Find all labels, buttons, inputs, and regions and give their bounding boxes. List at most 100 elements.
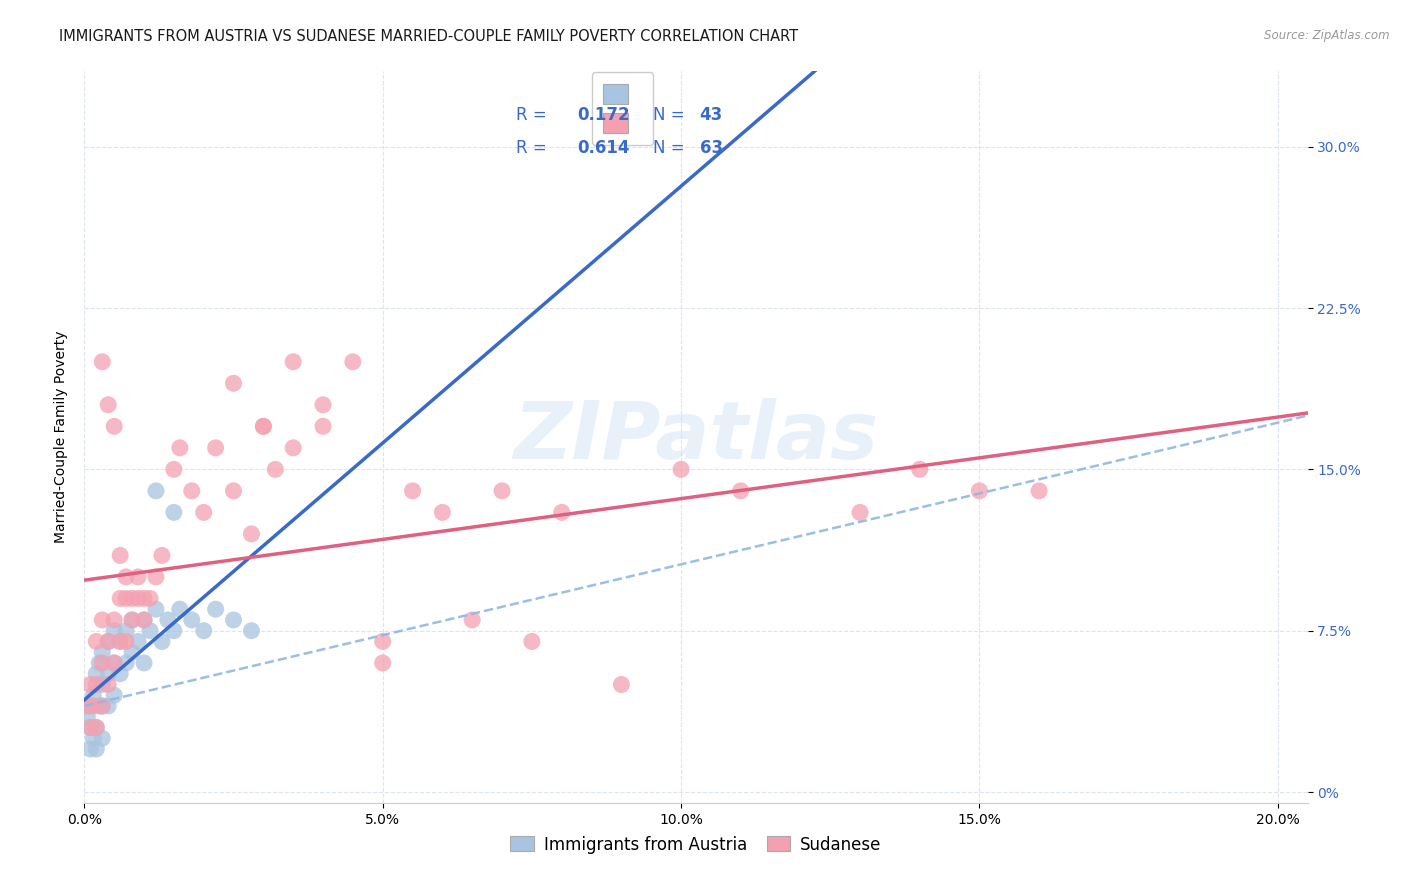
Point (108, 634, 131, 648)
Point (371, 634, 394, 648)
Point (82, 688, 104, 702)
Legend: Immigrants from Austria, Sudanese: Immigrants from Austria, Sudanese (503, 829, 889, 860)
Text: R =: R = (516, 106, 553, 124)
Point (222, 483, 245, 498)
Point (82, 698, 104, 713)
Point (91, 731, 114, 746)
Point (103, 624, 125, 638)
Point (103, 688, 125, 702)
Point (132, 591, 155, 606)
Text: 0.172: 0.172 (578, 106, 630, 124)
Point (84, 666, 107, 681)
Point (551, 505, 574, 519)
Point (132, 613, 155, 627)
Point (79, 721, 101, 735)
Point (91, 355, 114, 369)
Y-axis label: Married-Couple Family Poverty: Married-Couple Family Poverty (53, 331, 67, 543)
Point (89, 698, 111, 713)
Point (145, 602, 167, 616)
Point (730, 483, 752, 498)
Point (108, 591, 131, 606)
Point (103, 656, 125, 670)
Text: N =: N = (654, 139, 690, 157)
Point (84, 742, 107, 756)
Point (132, 613, 155, 627)
Point (108, 549, 131, 563)
Point (121, 613, 143, 627)
Point (79, 742, 101, 756)
Point (108, 634, 131, 648)
Point (127, 634, 149, 648)
Point (312, 419, 335, 434)
Point (180, 613, 202, 627)
Point (139, 624, 162, 638)
Point (115, 634, 138, 648)
Point (169, 441, 191, 455)
Point (156, 613, 179, 627)
Point (432, 505, 454, 519)
Point (132, 656, 155, 670)
Point (240, 624, 263, 638)
Point (222, 376, 245, 391)
Point (97, 698, 120, 713)
Point (169, 602, 191, 616)
Point (91, 613, 114, 627)
Point (283, 441, 305, 455)
Point (252, 419, 274, 434)
Point (252, 419, 274, 434)
Point (520, 634, 543, 648)
Point (121, 613, 143, 627)
Text: 63: 63 (700, 139, 723, 157)
Text: ZIPatlas: ZIPatlas (513, 398, 879, 476)
Point (121, 645, 143, 659)
Point (461, 613, 484, 627)
Point (180, 483, 202, 498)
Point (610, 677, 633, 691)
Point (84, 677, 107, 691)
Point (193, 624, 215, 638)
Point (76, 698, 98, 713)
Point (491, 483, 513, 498)
Point (669, 462, 692, 476)
Point (91, 698, 114, 713)
Point (79, 721, 101, 735)
Point (163, 624, 186, 638)
Point (97, 666, 120, 681)
Point (91, 698, 114, 713)
Text: R =: R = (516, 139, 553, 157)
Text: 0.614: 0.614 (578, 139, 630, 157)
Point (89, 656, 111, 670)
Point (76, 710, 98, 724)
Point (82, 731, 104, 746)
Point (150, 549, 173, 563)
Point (163, 462, 186, 476)
Point (145, 570, 167, 584)
Point (240, 527, 263, 541)
Point (79, 677, 101, 691)
Point (91, 677, 114, 691)
Point (79, 698, 101, 713)
Point (204, 602, 226, 616)
Point (908, 462, 931, 476)
Text: 43: 43 (700, 106, 723, 124)
Point (97, 634, 120, 648)
Point (139, 591, 162, 606)
Point (283, 355, 305, 369)
Point (84, 721, 107, 735)
Point (193, 505, 215, 519)
Point (97, 634, 120, 648)
Text: IMMIGRANTS FROM AUSTRIA VS SUDANESE MARRIED-COUPLE FAMILY POVERTY CORRELATION CH: IMMIGRANTS FROM AUSTRIA VS SUDANESE MARR… (59, 29, 799, 44)
Point (103, 419, 125, 434)
Point (127, 570, 149, 584)
Point (222, 613, 245, 627)
Point (264, 462, 287, 476)
Point (127, 591, 149, 606)
Point (150, 634, 173, 648)
Point (84, 721, 107, 735)
Point (103, 613, 125, 627)
Point (969, 483, 991, 498)
Point (115, 656, 138, 670)
Text: N =: N = (654, 106, 690, 124)
Point (1028, 483, 1050, 498)
Point (97, 677, 120, 691)
